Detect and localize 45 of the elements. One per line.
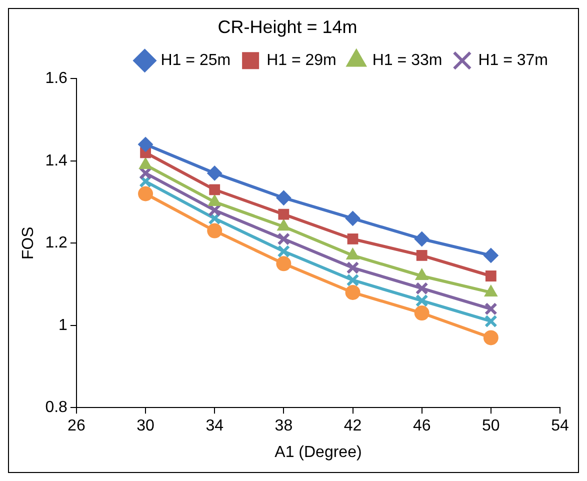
point	[347, 234, 358, 244]
legend-label: H1 = 33m	[372, 52, 442, 70]
y-tick-label: 0.8	[45, 399, 68, 416]
point	[483, 248, 498, 263]
point	[414, 306, 430, 321]
x-axis-title: A1 (Degree)	[274, 444, 362, 461]
point	[345, 284, 360, 300]
point	[277, 244, 290, 258]
x-tick-label: 46	[412, 418, 431, 435]
legend-label: H1 = 25m	[160, 52, 231, 70]
x-tick-label: 34	[206, 418, 224, 435]
point	[277, 232, 290, 246]
point	[346, 261, 360, 274]
legend-label: H1 = 29m	[266, 52, 336, 70]
x-tick-label: 38	[274, 418, 293, 435]
y-axis-title: FOS	[20, 226, 38, 260]
point	[276, 256, 292, 272]
point	[483, 330, 498, 346]
x-tick-label: 54	[551, 418, 569, 435]
point	[278, 208, 290, 220]
x-tick-label: 42	[344, 418, 362, 435]
legend-label: H1 = 37m	[478, 52, 548, 70]
point	[276, 190, 292, 206]
point	[484, 302, 498, 316]
point	[345, 210, 360, 226]
y-tick-label: 1.2	[45, 234, 68, 252]
point	[484, 314, 498, 328]
chart-title: CR-Height = 14m	[218, 16, 358, 37]
point	[415, 294, 428, 308]
point	[416, 250, 428, 261]
x-tick-label: 26	[68, 418, 86, 435]
point	[209, 184, 220, 196]
point	[138, 136, 154, 152]
point	[207, 166, 222, 181]
point	[414, 231, 430, 246]
x-tick-label: 50	[482, 418, 500, 435]
y-tick-label: 1.4	[45, 152, 68, 170]
point	[346, 274, 360, 287]
y-tick-label: 1.6	[45, 70, 68, 88]
point	[485, 270, 496, 282]
y-tick-label: 1	[58, 316, 68, 334]
point	[415, 282, 428, 295]
x-tick-label: 30	[136, 418, 155, 435]
point	[138, 186, 154, 202]
point	[207, 223, 222, 238]
